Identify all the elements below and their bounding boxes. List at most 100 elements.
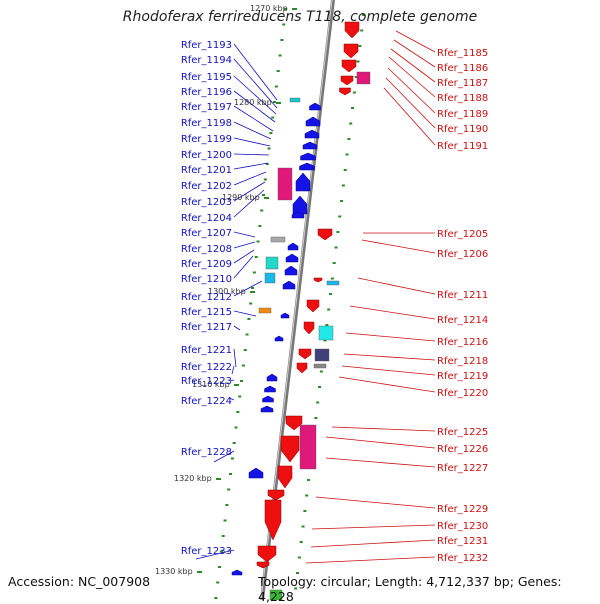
tick-dot [360, 29, 364, 32]
leader-line-left [233, 105, 274, 132]
leader-line-left [233, 181, 266, 202]
gene-arrow-reverse [274, 335, 284, 342]
gene-block-magenta [299, 424, 317, 470]
leader-line-left [233, 255, 254, 279]
gene-arrow-reverse [262, 395, 274, 403]
gene-label-right: Rfer_1232 [437, 553, 488, 564]
leader-line-left [233, 189, 265, 218]
gene-label-right: Rfer_1216 [437, 337, 488, 348]
gene-arrow-reverse [248, 467, 264, 479]
tick-dot [325, 324, 329, 326]
gene-label-right: Rfer_1214 [437, 315, 488, 326]
gene-arrow-forward [257, 545, 277, 563]
gene-label-right: Rfer_1227 [437, 463, 488, 474]
leader-line-left [233, 249, 255, 264]
gene-arrow-reverse [287, 242, 299, 251]
kbp-tick-mark [197, 571, 202, 573]
leader-line-right [390, 48, 436, 83]
tick-dot [327, 308, 331, 311]
gene-arrow-reverse [304, 129, 320, 139]
tick-dot [256, 240, 260, 243]
gene-label-right: Rfer_1187 [437, 78, 488, 89]
gene-arrow-forward [285, 415, 303, 431]
leader-line-right [395, 30, 436, 53]
tick-dot [265, 163, 269, 165]
tick-dot [251, 287, 255, 289]
kbp-tick-label: 1280 kbp [234, 98, 272, 107]
tick-dot [245, 333, 249, 336]
gene-label-right: Rfer_1190 [437, 124, 488, 135]
gene-arrow-forward [256, 561, 270, 569]
gene-label-right: Rfer_1189 [437, 109, 488, 120]
tick-dot [323, 339, 327, 342]
gene-label-left: Rfer_1197 [181, 102, 232, 113]
leader-line-right [383, 87, 436, 146]
leader-line-right [349, 305, 436, 320]
tick-dot [284, 8, 288, 10]
gene-block-orange [258, 307, 272, 314]
leader-line-right [325, 457, 436, 468]
gene-arrow-forward [340, 75, 354, 86]
gene-label-left: Rfer_1209 [181, 259, 232, 270]
gene-label-left: Rfer_1204 [181, 213, 232, 224]
tick-dot [329, 293, 333, 295]
gene-label-right: Rfer_1225 [437, 427, 488, 438]
gene-arrow-forward [277, 465, 293, 489]
gene-arrow-reverse [305, 116, 321, 127]
tick-dot [301, 525, 305, 528]
gene-label-left: Rfer_1222 [181, 362, 232, 373]
gene-label-right: Rfer_1191 [437, 141, 488, 152]
leader-layer [195, 30, 436, 564]
gene-block-cyan [264, 272, 276, 284]
leader-line-right [325, 436, 436, 449]
tick-dot [349, 122, 353, 125]
gene-label-right: Rfer_1185 [437, 48, 488, 59]
gene-label-left: Rfer_1210 [181, 274, 232, 285]
tick-dot [238, 395, 242, 398]
gene-arrow-reverse [295, 172, 311, 192]
gene-label-left: Rfer_1194 [181, 55, 232, 66]
tick-dot [316, 401, 320, 404]
gene-arrow-forward [306, 299, 320, 313]
leader-line-right [387, 67, 436, 114]
tick-dot [271, 116, 275, 119]
tick-dot [221, 535, 225, 537]
gene-arrow-forward [298, 348, 312, 360]
gene-block-cyan [318, 325, 334, 341]
leader-line-left [233, 58, 278, 109]
gene-arrow-reverse [282, 280, 296, 290]
gene-block-gray [270, 236, 286, 243]
tick-dot [276, 70, 280, 72]
leader-line-left [233, 310, 257, 317]
kbp-tick-label: 1270 kbp [250, 4, 288, 13]
gene-block-teal [289, 97, 301, 103]
gene-arrow-reverse [266, 373, 278, 382]
tick-dot [216, 581, 220, 584]
gene-label-right: Rfer_1188 [437, 93, 488, 104]
gene-block-green [269, 589, 283, 600]
gene-arrow-forward [280, 435, 300, 463]
gene-block-cyan [265, 256, 279, 270]
gene-arrow-reverse [280, 312, 290, 319]
tick-dot [282, 23, 286, 26]
tick-dot [318, 386, 322, 388]
leader-line-right [388, 56, 436, 98]
tick-dot [297, 556, 301, 559]
gene-label-left: Rfer_1228 [181, 447, 232, 458]
kbp-tick-label: 1330 kbp [155, 567, 193, 576]
gene-arrow-forward [344, 21, 360, 39]
gene-block-magenta [356, 71, 371, 85]
gene-label-left: Rfer_1233 [181, 546, 232, 557]
gene-arrow-forward [267, 489, 285, 501]
tick-dot [240, 380, 244, 382]
gene-arrow-reverse [284, 265, 298, 276]
tick-dot [314, 417, 318, 419]
gene-label-left: Rfer_1193 [181, 40, 232, 51]
gene-label-left: Rfer_1196 [181, 87, 232, 98]
gene-label-left: Rfer_1201 [181, 165, 232, 176]
leader-line-right [311, 524, 436, 530]
tick-dot [230, 457, 234, 460]
tick-dot [296, 572, 300, 574]
leader-line-right [315, 496, 436, 509]
kbp-tick-label: 1320 kbp [174, 474, 212, 483]
